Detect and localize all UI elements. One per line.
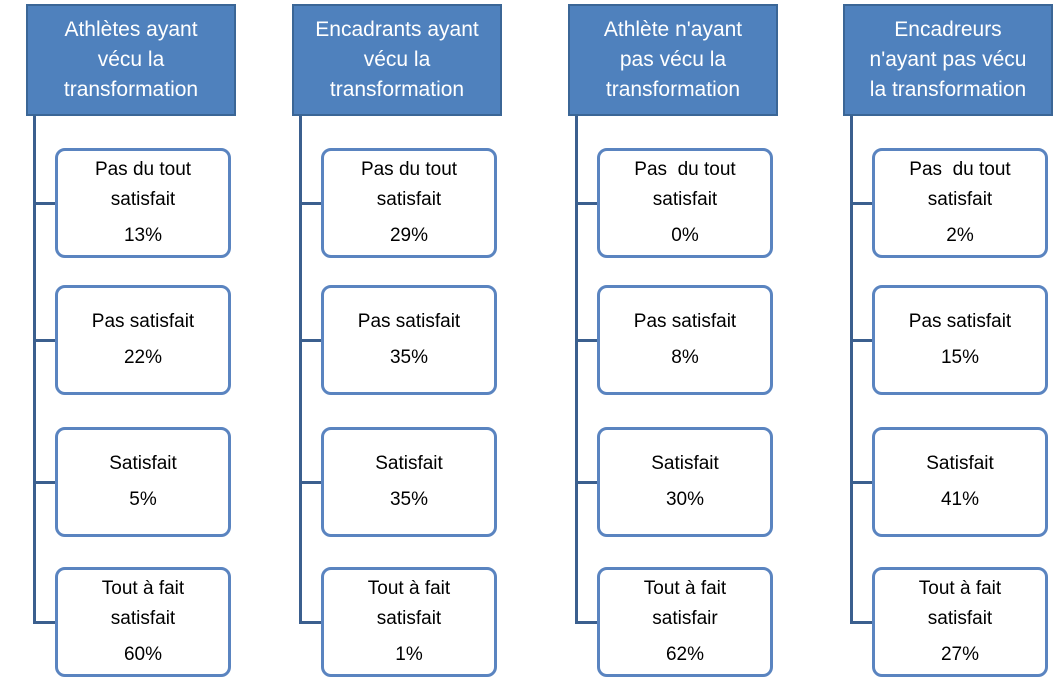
header-line: transformation [605,78,741,101]
connector-branch [33,481,56,484]
header-line: Encadrants ayant [315,18,479,41]
connector-branch [850,621,873,624]
connector-branch [850,339,873,342]
header-line: vécu la [363,48,431,71]
connector-branch [299,621,322,624]
connector-trunk [33,114,36,624]
item-label: Pas du tout [94,159,192,180]
connector-branch [575,621,598,624]
item-value: 2% [946,225,974,246]
header-line: Athlètes ayant [64,18,198,41]
item-label: satisfait [927,608,993,629]
connector-branch [299,202,322,205]
item-label: satisfait [110,608,176,629]
item-value: 27% [940,644,980,665]
item-label: Pas satisfait [908,311,1012,332]
item-value: 29% [389,225,429,246]
item-value: 8% [671,347,699,368]
item-label: satisfair [652,608,718,629]
connector-branch [575,481,598,484]
item-box: Tout à fait satisfait 27% [872,567,1048,677]
column-header: Athlètes ayant vécu la transformation [26,4,236,116]
item-value: 62% [665,644,705,665]
connector-branch [33,339,56,342]
item-box: Satisfait 30% [597,427,773,537]
item-value: 22% [123,347,163,368]
item-label: Tout à fait [643,578,727,599]
connector-trunk [575,114,578,624]
header-line: n'ayant pas vécu [869,48,1027,71]
item-label: Satisfait [926,453,994,474]
item-box: Pas satisfait 8% [597,285,773,395]
connector-branch [850,202,873,205]
item-value: 15% [940,347,980,368]
item-label: Pas satisfait [633,311,737,332]
header-line: Athlète n'ayant [603,18,743,41]
item-label: satisfait [652,189,718,210]
item-label: satisfait [927,189,993,210]
item-label: Pas du tout [909,159,1011,180]
connector-branch [33,621,56,624]
connector-branch [575,339,598,342]
item-value: 1% [395,644,423,665]
item-box: Pas du tout satisfait 0% [597,148,773,258]
item-box: Tout à fait satisfait 1% [321,567,497,677]
item-box: Pas satisfait 35% [321,285,497,395]
item-box: Pas du tout satisfait 13% [55,148,231,258]
connector-trunk [850,114,853,624]
item-box: Pas satisfait 22% [55,285,231,395]
item-value: 0% [671,225,699,246]
connector-branch [299,339,322,342]
item-box: Pas du tout satisfait 2% [872,148,1048,258]
item-label: satisfait [110,189,176,210]
header-line: transformation [329,78,465,101]
item-label: Satisfait [375,453,443,474]
header-line: la transformation [869,78,1027,101]
item-value: 5% [129,489,157,510]
item-value: 60% [123,644,163,665]
item-label: Tout à fait [101,578,185,599]
connector-branch [33,202,56,205]
header-line: Encadreurs [894,18,1002,41]
item-label: Tout à fait [367,578,451,599]
item-label: Tout à fait [918,578,1002,599]
header-line: pas vécu la [619,48,727,71]
item-box: Tout à fait satisfair 62% [597,567,773,677]
column-header: Encadreurs n'ayant pas vécu la transformat… [843,4,1053,116]
item-box: Satisfait 35% [321,427,497,537]
item-label: Pas du tout [360,159,458,180]
item-value: 41% [940,489,980,510]
item-label: satisfait [376,189,442,210]
item-label: Satisfait [651,453,719,474]
item-value: 35% [389,489,429,510]
column-header: Athlète n'ayant pas vécu la transformation [568,4,778,116]
header-line: transformation [63,78,199,101]
item-label: Pas satisfait [357,311,461,332]
item-label: satisfait [376,608,442,629]
item-value: 35% [389,347,429,368]
connector-branch [299,481,322,484]
column-header: Encadrants ayant vécu la transformation [292,4,502,116]
header-line: vécu la [97,48,165,71]
item-box: Tout à fait satisfait 60% [55,567,231,677]
connector-branch [575,202,598,205]
connector-branch [850,481,873,484]
item-label: Satisfait [109,453,177,474]
item-box: Pas du tout satisfait 29% [321,148,497,258]
item-box: Satisfait 41% [872,427,1048,537]
item-value: 30% [665,489,705,510]
item-box: Pas satisfait 15% [872,285,1048,395]
item-value: 13% [123,225,163,246]
item-box: Satisfait 5% [55,427,231,537]
item-label: Pas du tout [634,159,736,180]
connector-trunk [299,114,302,624]
item-label: Pas satisfait [91,311,195,332]
